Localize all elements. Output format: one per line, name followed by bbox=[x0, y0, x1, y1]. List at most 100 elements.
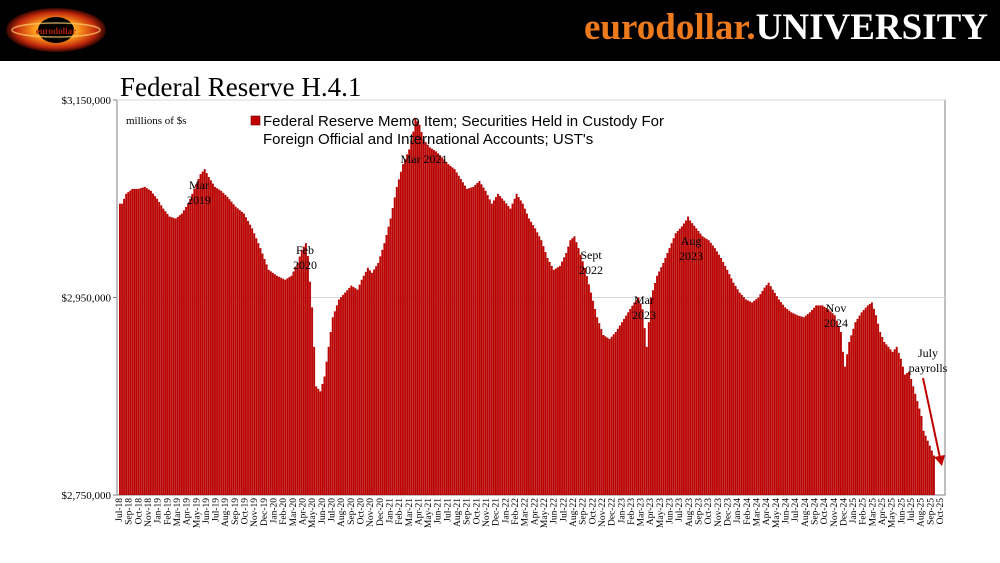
bar bbox=[199, 174, 202, 495]
bar bbox=[476, 182, 479, 495]
bar bbox=[222, 192, 225, 495]
bar bbox=[811, 310, 813, 495]
bar bbox=[344, 292, 346, 495]
bar bbox=[926, 440, 929, 495]
bar bbox=[521, 203, 524, 495]
annotation-arrow bbox=[922, 377, 941, 459]
bar bbox=[321, 383, 324, 495]
annotation-line2: 2019 bbox=[187, 193, 211, 207]
x-tick-label: Jan-25 bbox=[849, 498, 859, 524]
bar bbox=[211, 183, 214, 496]
bar bbox=[548, 261, 551, 495]
bar bbox=[654, 283, 656, 495]
x-tick-label: Sep-19 bbox=[231, 498, 241, 525]
x-tick-label: Jul-22 bbox=[559, 498, 569, 522]
header-banner: eurodollar eurodollar.UNIVERSITY bbox=[0, 0, 1000, 61]
bar bbox=[755, 299, 758, 495]
bar bbox=[238, 210, 241, 496]
x-tick-label: Jul-18 bbox=[115, 498, 125, 522]
bar bbox=[255, 238, 258, 495]
bar bbox=[486, 195, 489, 495]
bar bbox=[643, 328, 646, 495]
bar bbox=[176, 216, 179, 495]
bar bbox=[517, 197, 520, 495]
bar bbox=[866, 305, 869, 495]
bar bbox=[286, 278, 289, 495]
bar bbox=[707, 240, 710, 495]
bar bbox=[932, 455, 935, 495]
bar bbox=[862, 310, 865, 495]
bar bbox=[641, 309, 644, 495]
bar bbox=[162, 208, 165, 496]
bar bbox=[224, 194, 227, 496]
bar bbox=[513, 198, 516, 495]
bar bbox=[197, 179, 200, 495]
x-tick-label: Oct-23 bbox=[704, 498, 714, 525]
bar bbox=[701, 236, 704, 495]
bar bbox=[364, 271, 367, 495]
bar bbox=[778, 299, 780, 495]
bar bbox=[608, 338, 611, 495]
bar bbox=[143, 186, 146, 495]
x-tick-label: Jun-22 bbox=[550, 498, 560, 524]
bar bbox=[313, 346, 316, 496]
bar bbox=[561, 261, 563, 495]
bar bbox=[300, 250, 303, 495]
x-tick-label: Aug-21 bbox=[453, 498, 463, 527]
x-tick-label: Mar-23 bbox=[637, 498, 647, 527]
bar bbox=[590, 292, 592, 495]
bar bbox=[631, 305, 634, 495]
bar bbox=[180, 213, 183, 495]
bar bbox=[742, 297, 745, 495]
bar bbox=[426, 144, 429, 495]
bar bbox=[759, 294, 762, 495]
x-tick-label: Sep-18 bbox=[125, 498, 135, 525]
bar bbox=[618, 325, 621, 495]
bar bbox=[788, 310, 791, 495]
x-tick-label: May-19 bbox=[192, 498, 202, 528]
bar bbox=[451, 167, 454, 496]
bar bbox=[133, 188, 136, 496]
bar bbox=[639, 303, 642, 495]
bar bbox=[815, 305, 817, 495]
bar bbox=[544, 252, 547, 495]
x-tick-label: Aug-23 bbox=[685, 498, 695, 527]
x-tick-label: Aug-20 bbox=[337, 498, 347, 527]
bar bbox=[835, 320, 838, 495]
x-tick-label: Jul-23 bbox=[675, 498, 685, 522]
bar bbox=[796, 315, 799, 495]
x-tick-label: May-24 bbox=[772, 498, 782, 528]
bar bbox=[515, 193, 518, 495]
x-tick-label: Feb-23 bbox=[627, 498, 637, 525]
bar bbox=[230, 201, 233, 495]
bar bbox=[581, 261, 584, 495]
bar bbox=[242, 213, 245, 495]
bar bbox=[251, 228, 254, 496]
bar bbox=[412, 131, 415, 495]
bar bbox=[666, 253, 669, 495]
bar bbox=[864, 307, 867, 495]
bar bbox=[658, 271, 660, 495]
bar bbox=[397, 179, 400, 495]
bar bbox=[906, 373, 908, 495]
bar bbox=[428, 147, 431, 495]
bar bbox=[534, 228, 537, 496]
bar bbox=[592, 300, 594, 495]
bar bbox=[480, 184, 483, 495]
x-tick-label: Jul-19 bbox=[212, 498, 222, 522]
bar bbox=[263, 258, 266, 495]
bar bbox=[753, 300, 756, 495]
x-tick-label: Nov-22 bbox=[598, 498, 608, 527]
bar bbox=[732, 282, 735, 495]
bar bbox=[839, 332, 842, 495]
bar bbox=[185, 206, 187, 496]
bar bbox=[309, 281, 311, 495]
brand-title-part2: UNIVERSITY bbox=[755, 7, 988, 48]
x-tick-label: Sep-20 bbox=[347, 498, 357, 525]
x-tick-label: Jul-20 bbox=[328, 498, 338, 522]
bar bbox=[767, 282, 770, 495]
bar bbox=[350, 285, 353, 495]
x-tick-label: Jan-21 bbox=[385, 498, 395, 524]
bar bbox=[856, 318, 859, 495]
bar bbox=[585, 276, 588, 495]
